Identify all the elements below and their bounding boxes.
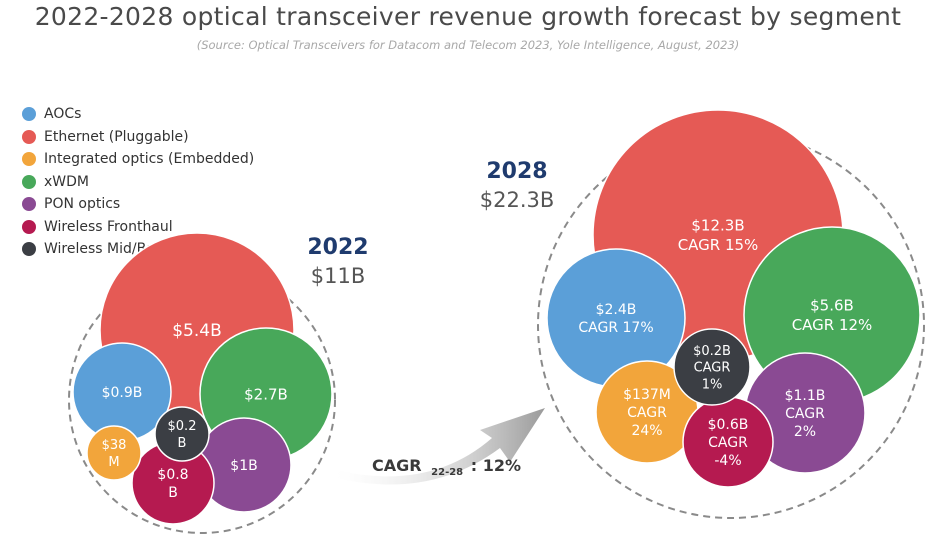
legend-dot-wireless-fronthaul — [22, 219, 36, 234]
legend-dot-wireless-midbackhaul — [22, 242, 36, 257]
bubble-label-2022-ethernet-pluggable-0: $5.4B — [172, 321, 222, 341]
bubble-label-2028-wireless-fronthaul-2: -4% — [714, 453, 741, 469]
bubble-label-2022-wireless-fronthaul-0: $0.8 — [157, 467, 188, 483]
total-label-2028: $22.3B — [480, 188, 555, 212]
legend-dot-ethernet — [22, 129, 36, 144]
bubble-label-2028-wireless-mid-backhaul-1: CAGR — [694, 361, 731, 376]
bubble-label-2028-ethernet-pluggable-0: $12.3B — [691, 217, 744, 235]
legend-item-wireless-fronthaul: Wireless Fronthaul — [22, 216, 254, 239]
legend-dot-integrated-optics — [22, 152, 36, 167]
legend-item-pon-optics: PON optics — [22, 193, 254, 216]
growth-arrow-shape — [336, 408, 545, 485]
cagr-overall-label: CAGR — [372, 456, 422, 475]
bubble-label-2028-integrated-optics-embedded-2: 24% — [631, 423, 662, 439]
bubble-label-2022-aocs-0: $0.9B — [102, 385, 143, 401]
year-label-2022: 2022 — [307, 235, 368, 260]
bubble-label-2028-pon-optics-0: $1.1B — [785, 388, 826, 404]
legend-label-xwdm: xWDM — [44, 173, 89, 190]
bubble-label-2028-integrated-optics-embedded-1: CAGR — [627, 405, 667, 421]
bubble-label-2022-pon-optics-0: $1B — [230, 458, 257, 474]
cagr-overall-period: 22-28 — [431, 467, 463, 478]
bubble-label-2022-integrated-optics-embedded-1: M — [108, 455, 119, 470]
bubble-label-2028-pon-optics-2: 2% — [794, 424, 816, 440]
bubble-label-2028-integrated-optics-embedded-0: $137M — [623, 387, 671, 403]
cluster-2022: $5.4B $0.9B $2.7B $1B $0.8 B $38 M $0.2 B 2022 $1… — [68, 232, 369, 534]
legend-dot-pon-optics — [22, 197, 36, 212]
legend-label-wireless-fronthaul: Wireless Fronthaul — [44, 218, 173, 235]
legend-label-integrated-optics: Integrated optics (Embedded) — [44, 151, 255, 168]
bubble-2028-wireless-mid-backhaul — [673, 328, 751, 406]
legend-label-pon-optics: PON optics — [44, 196, 121, 213]
bubble-2022-integrated-optics-embedded — [86, 425, 142, 481]
bubble-label-2028-aocs-1: CAGR 17% — [578, 320, 653, 336]
legend-item-ethernet: Ethernet (Pluggable) — [22, 126, 254, 149]
legend-item-xwdm: xWDM — [22, 171, 254, 194]
bubble-label-2022-xwdm-0: $2.7B — [244, 385, 288, 403]
chart-title: 2022-2028 optical transceiver revenue gr… — [34, 2, 902, 31]
total-2028-outline — [537, 131, 925, 519]
bubble-label-2022-wireless-fronthaul-1: B — [168, 485, 178, 501]
year-label-2028: 2028 — [486, 159, 547, 184]
bubble-label-2022-wireless-mid-backhaul-0: $0.2 — [168, 419, 197, 434]
bubble-label-2028-pon-optics-1: CAGR — [785, 406, 825, 422]
bubble-label-2028-wireless-fronthaul-1: CAGR — [708, 435, 748, 451]
total-label-2022: $11B — [311, 264, 366, 288]
bubble-label-2028-xwdm-1: CAGR 12% — [792, 316, 873, 334]
bubble-label-2028-wireless-mid-backhaul-2: 1% — [702, 378, 723, 393]
bubble-label-2022-integrated-optics-embedded-0: $38 — [102, 438, 127, 453]
bubble-2022-wireless-mid-backhaul — [154, 406, 210, 462]
legend-dot-xwdm — [22, 174, 36, 189]
legend-dot-aocs — [22, 107, 36, 122]
legend-item-aocs: AOCs — [22, 103, 254, 126]
cagr-overall-value: : 12% — [471, 456, 521, 475]
bubble-label-2028-xwdm-0: $5.6B — [810, 297, 854, 315]
chart-subtitle: (Source: Optical Transceivers for Dataco… — [196, 38, 740, 52]
cagr-overall-text: CAGR 22-28 : 12% — [372, 456, 521, 479]
bubble-label-2028-wireless-fronthaul-0: $0.6B — [708, 417, 749, 433]
bubble-label-2022-wireless-mid-backhaul-1: B — [178, 436, 187, 451]
legend-label-aocs: AOCs — [44, 106, 82, 123]
legend-item-integrated-optics: Integrated optics (Embedded) — [22, 148, 254, 171]
bubble-label-2028-ethernet-pluggable-1: CAGR 15% — [678, 236, 759, 254]
bubble-label-2028-wireless-mid-backhaul-0: $0.2B — [693, 344, 731, 359]
bubble-label-2028-aocs-0: $2.4B — [596, 302, 637, 318]
growth-arrow: CAGR 22-28 : 12% — [336, 408, 545, 485]
legend: AOCs Ethernet (Pluggable) Integrated opt… — [22, 103, 254, 261]
legend-label-ethernet: Ethernet (Pluggable) — [44, 128, 189, 145]
